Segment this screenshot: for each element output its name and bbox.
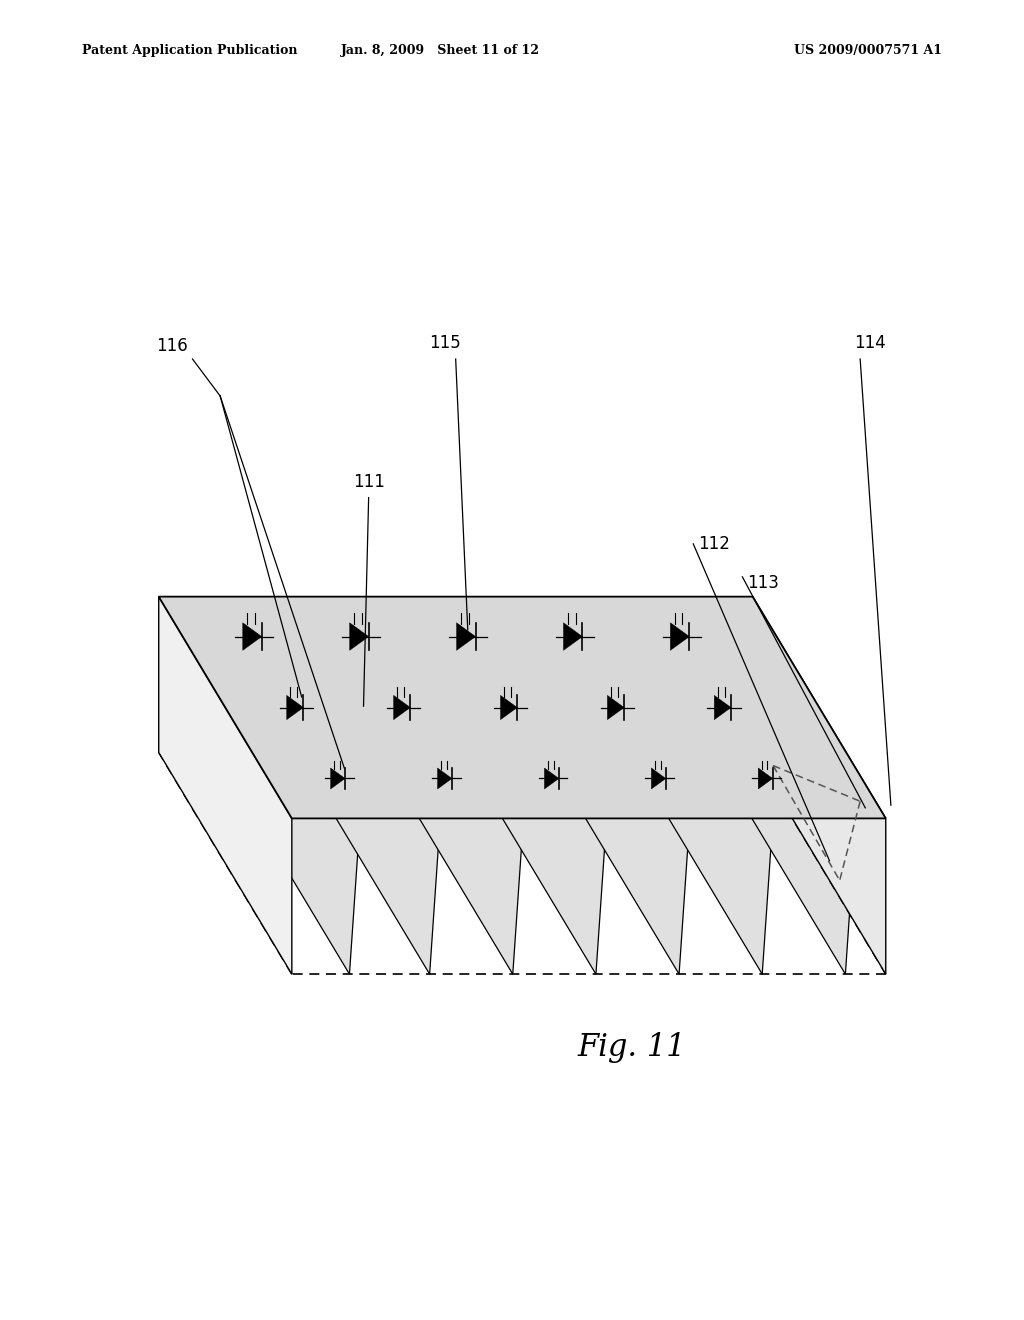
Polygon shape [671,623,689,651]
Polygon shape [758,768,773,789]
Polygon shape [501,696,517,719]
Text: Jan. 8, 2009   Sheet 11 of 12: Jan. 8, 2009 Sheet 11 of 12 [341,44,540,57]
Polygon shape [159,597,292,974]
Polygon shape [297,597,440,974]
Polygon shape [262,597,307,752]
Polygon shape [380,597,523,974]
Polygon shape [713,597,856,974]
Polygon shape [349,623,369,651]
Polygon shape [607,696,624,719]
Polygon shape [463,597,606,974]
Polygon shape [595,597,640,752]
Text: 116: 116 [156,337,188,355]
Polygon shape [651,768,666,789]
Text: 113: 113 [748,574,779,593]
Polygon shape [182,597,227,752]
Text: Patent Application Publication: Patent Application Publication [82,44,297,57]
Polygon shape [715,696,731,719]
Polygon shape [393,696,411,719]
Polygon shape [629,597,773,974]
Text: 112: 112 [698,535,730,553]
Polygon shape [678,597,723,752]
Polygon shape [563,623,583,651]
Polygon shape [346,597,390,752]
Polygon shape [243,623,262,651]
Polygon shape [331,768,345,789]
Text: 114: 114 [854,334,887,352]
Text: US 2009/0007571 A1: US 2009/0007571 A1 [794,44,942,57]
Text: 115: 115 [429,334,462,352]
Polygon shape [159,597,886,818]
Polygon shape [216,597,360,974]
Polygon shape [437,768,452,789]
Polygon shape [287,696,303,719]
Polygon shape [753,597,886,974]
Polygon shape [545,768,559,789]
Text: Fig. 11: Fig. 11 [578,1032,686,1063]
Polygon shape [512,597,557,752]
Polygon shape [429,597,473,752]
Polygon shape [457,623,475,651]
Polygon shape [546,597,690,974]
Text: 111: 111 [352,473,385,491]
